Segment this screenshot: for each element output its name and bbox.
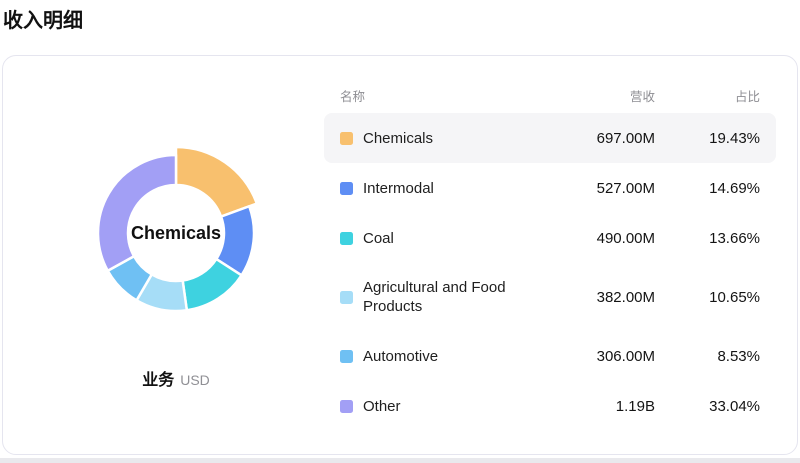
- currency-unit-label: USD: [180, 372, 210, 388]
- revenue-table-header: 名称 营收 占比: [324, 80, 776, 113]
- series-share: 13.66%: [709, 229, 760, 247]
- series-color-swatch: [340, 290, 353, 304]
- series-revenue: 306.00M: [596, 347, 655, 365]
- donut-chart: [96, 145, 259, 313]
- series-share: 14.69%: [709, 179, 760, 197]
- series-share: 8.53%: [717, 347, 760, 365]
- series-revenue: 382.00M: [596, 288, 655, 306]
- series-color-swatch: [340, 181, 353, 195]
- series-color-swatch: [340, 131, 353, 145]
- series-name: Coal: [363, 229, 394, 247]
- revenue-table-body: Chemicals 697.00M 19.43% Intermodal 527.…: [324, 113, 776, 431]
- series-revenue: 1.19B: [615, 397, 655, 415]
- donut-segment-other[interactable]: [96, 153, 178, 272]
- series-name: Agricultural and Food Products: [363, 279, 506, 315]
- series-name: Chemicals: [363, 129, 434, 147]
- series-name: Other: [363, 397, 401, 415]
- table-row[interactable]: Coal 490.00M 13.66%: [324, 213, 776, 263]
- page-title: 收入明细: [3, 10, 83, 32]
- series-share: 19.43%: [709, 129, 760, 147]
- header-revenue: 营收: [629, 90, 655, 104]
- table-row[interactable]: Automotive 306.00M 8.53%: [324, 331, 776, 381]
- series-name: Automotive: [363, 347, 439, 365]
- dimension-label: 业务: [142, 372, 175, 389]
- table-row[interactable]: Intermodal 527.00M 14.69%: [324, 163, 776, 213]
- chart-footer: 业务 USD: [76, 366, 276, 390]
- series-share: 33.04%: [709, 397, 760, 415]
- series-revenue: 697.00M: [596, 129, 655, 147]
- table-row[interactable]: Chemicals 697.00M 19.43%: [324, 113, 776, 163]
- revenue-detail-card: Chemicals 业务 USD 名称 营收 占比 Chemicals 697.0…: [2, 55, 798, 455]
- series-color-swatch: [340, 349, 353, 363]
- donut-chart-area: Chemicals: [76, 133, 276, 333]
- series-name: Intermodal: [363, 179, 434, 197]
- header-share: 占比: [734, 90, 760, 104]
- series-color-swatch: [340, 231, 353, 245]
- series-share: 10.65%: [709, 288, 760, 306]
- table-row[interactable]: Other 1.19B 33.04%: [324, 381, 776, 431]
- header-name: 名称: [340, 90, 366, 104]
- revenue-table: 名称 营收 占比 Chemicals 697.00M 19.43% Interm…: [324, 80, 776, 431]
- table-row[interactable]: Agricultural and Food Products 382.00M 1…: [324, 263, 776, 331]
- series-revenue: 527.00M: [596, 179, 655, 197]
- next-card-edge: [0, 458, 800, 463]
- donut-segment-chemicals[interactable]: [174, 145, 259, 218]
- series-revenue: 490.00M: [596, 229, 655, 247]
- series-color-swatch: [340, 399, 353, 413]
